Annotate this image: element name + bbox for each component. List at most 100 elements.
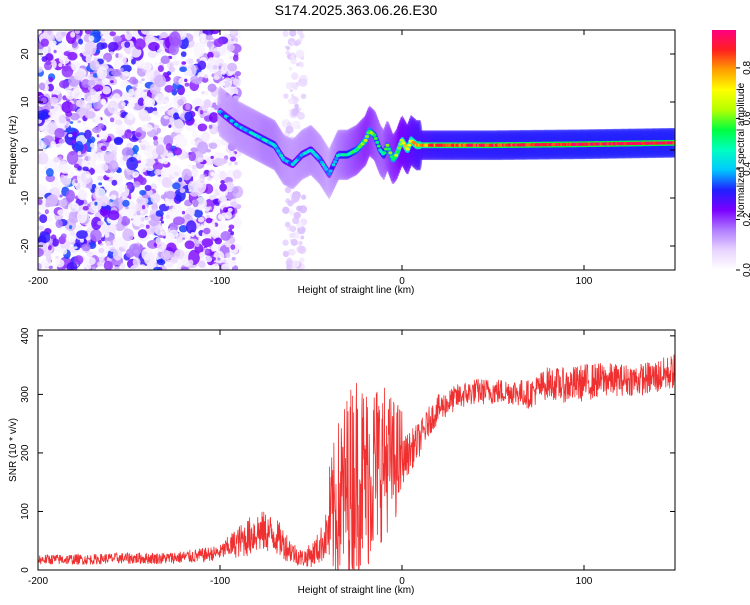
spectrogram-noise-blob [167, 109, 175, 116]
spectrogram-noise-blob [200, 224, 205, 229]
spectrogram-noise-blob [150, 183, 157, 191]
spectrogram-noise-blob [84, 30, 92, 35]
colorbar-label: Normalized spectral amplitude [736, 82, 747, 217]
spectrogram-noise-blob [105, 240, 111, 247]
spectrogram-noise-blob [291, 41, 295, 46]
spectrogram-noise-blob [296, 205, 303, 212]
spectrogram-noise-blob [235, 70, 242, 77]
snr-x-axis-label: Height of straight line (km) [298, 585, 415, 596]
spectrogram-noise-blob [48, 112, 52, 116]
spectrogram-noise-blob [201, 38, 205, 44]
spectrogram-noise-blob [296, 111, 305, 120]
spectrogram-noise-blob [69, 112, 80, 121]
spectrogram-noise-blob [144, 184, 152, 192]
spectrogram-noise-blob [89, 59, 100, 71]
spectrogram-noise-blob [144, 157, 156, 172]
spectrogram-noise-blob [172, 182, 181, 190]
spectrogram-noise-blob [120, 91, 131, 104]
spectrogram-ridge-core [375, 140, 380, 144]
spectrogram-noise-blob [100, 30, 112, 40]
spectrogram-noise-blob [285, 50, 290, 55]
spectrogram-noise-blob [138, 195, 142, 200]
spectrogram-noise-blob [181, 210, 186, 215]
spectrogram-noise-blob [140, 144, 147, 151]
spectrogram-noise-blob [153, 107, 158, 112]
spectrogram-noise-blob [180, 51, 187, 58]
spectrogram-noise-blob [141, 204, 146, 210]
spectrogram-noise-blob [201, 238, 214, 247]
snr-y-axis-label: SNR (10 * v/v) [8, 418, 19, 482]
spectrogram-noise-blob [47, 194, 59, 207]
spectrogram-noise-blob [172, 118, 185, 134]
spectrogram-noise-blob [72, 139, 77, 145]
spectrogram-noise-blob [134, 38, 146, 50]
spectrogram-noise-blob [112, 249, 123, 261]
spectrogram-noise-blob [137, 160, 142, 164]
spectrogram-noise-blob [69, 103, 77, 112]
spectrogram-noise-blob [208, 112, 219, 123]
spectrogram-noise-blob [140, 30, 153, 35]
spectrogram-noise-blob [56, 42, 68, 55]
spectrogram-noise-blob [126, 156, 139, 171]
spectrogram-noise-blob [53, 49, 57, 54]
spectrogram-ridge-core [401, 141, 406, 145]
spectrogram-noise-blob [294, 103, 299, 109]
spectrogram-noise-blob [128, 88, 135, 97]
spectrogram-noise-blob [212, 37, 216, 41]
spectrogram-noise-blob [182, 237, 186, 240]
spectrogram-noise-blob [74, 140, 84, 153]
spectrogram-noise-blob [104, 183, 110, 191]
spectrogram-noise-blob [64, 57, 69, 61]
spectrogram-noise-blob [228, 228, 233, 233]
spectrogram-noise-blob [161, 249, 171, 261]
spectrogram-noise-blob [108, 223, 117, 232]
spectrogram-noise-blob [220, 180, 226, 184]
spectrogram-ridge-core [334, 157, 339, 161]
spectrogram-noise-blob [205, 34, 213, 41]
spectrogram-noise-blob [197, 216, 205, 223]
spectrogram-noise-blob [56, 108, 63, 117]
spectrogram-ridge-core [407, 143, 412, 147]
spectrogram-noise-blob [98, 195, 110, 207]
spectrogram-noise-blob [101, 77, 110, 85]
spectrogram-noise-blob [112, 237, 125, 248]
spectrogram-noise-blob [287, 200, 294, 207]
colorbar-tick-label: 0.4 [742, 162, 750, 176]
spectrogram-noise-blob [168, 170, 173, 175]
spectrogram-noise-blob [160, 55, 170, 65]
spectrogram-x-tick-label: 0 [399, 276, 405, 287]
spectrogram-noise-blob [113, 266, 121, 270]
spectrogram-noise-blob [70, 121, 74, 124]
spectrogram-noise-blob [176, 137, 188, 149]
spectrogram-noise-blob [70, 230, 76, 236]
spectrogram-noise-blob [148, 213, 160, 227]
spectrogram-noise-blob [137, 80, 143, 85]
snr-x-tick-label: 0 [399, 576, 405, 587]
spectrogram-noise-blob [197, 141, 209, 155]
snr-y-tick-label: 0 [20, 567, 31, 573]
spectrogram-noise-blob [175, 179, 179, 183]
spectrogram-noise-blob [184, 111, 193, 122]
spectrogram-noise-blob [140, 210, 144, 215]
spectrogram-ridge-core [376, 144, 381, 148]
spectrogram-noise-blob [179, 66, 187, 73]
spectrogram-noise-blob [296, 40, 300, 44]
spectrogram-noise-blob [181, 61, 187, 65]
spectrogram-noise-blob [120, 67, 124, 72]
spectrogram-noise-blob [155, 210, 164, 217]
spectrogram-ridge-core [328, 169, 333, 173]
spectrogram-noise-blob [84, 40, 97, 56]
spectrogram-noise-blob [55, 259, 65, 268]
spectrogram-noise-blob [156, 258, 166, 266]
spectrogram-noise-blob [184, 78, 188, 83]
spectrogram-noise-blob [126, 112, 135, 120]
spectrogram-noise-blob [290, 193, 300, 203]
spectrogram-noise-blob [98, 131, 109, 140]
spectrogram-noise-blob [109, 246, 116, 252]
spectrogram-ridge-core [327, 172, 332, 176]
spectrogram-noise-blob [128, 243, 141, 257]
spectrogram-noise-blob [131, 58, 136, 65]
spectrogram-noise-blob [164, 99, 168, 104]
spectrogram-noise-blob [122, 199, 130, 207]
